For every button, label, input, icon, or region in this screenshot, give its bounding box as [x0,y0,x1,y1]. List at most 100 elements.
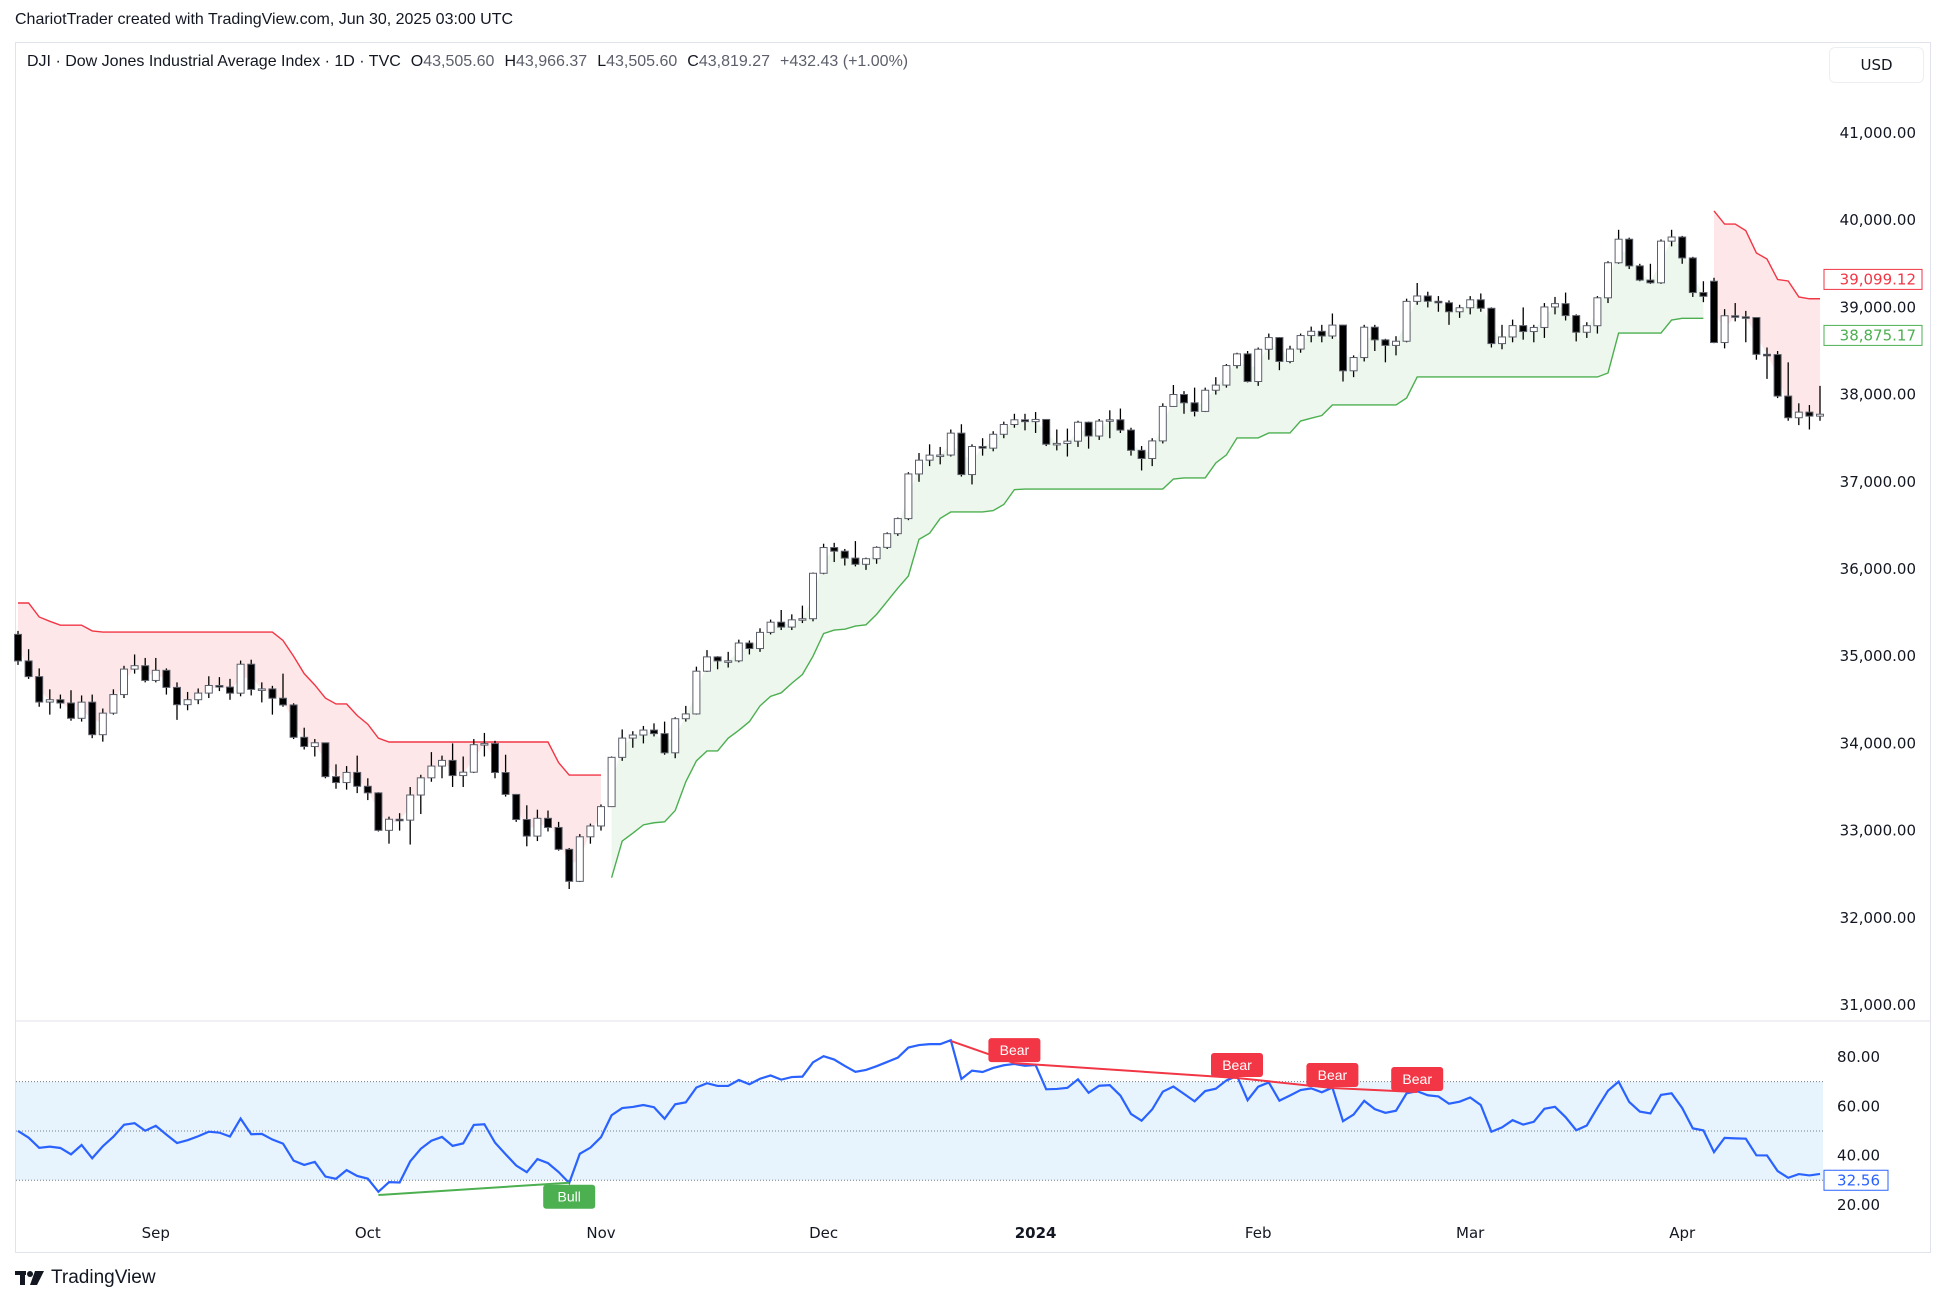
candle-body [469,744,478,773]
tradingview-logo[interactable]: TradingView [15,1267,156,1289]
candle-body [215,684,224,688]
candle [268,685,277,715]
candle [236,660,245,697]
candle [756,628,764,652]
candle [1169,385,1178,407]
candle [279,673,287,707]
candle [586,823,595,844]
candle-body [1572,315,1581,333]
candle [480,732,489,757]
candle-body [268,688,277,699]
candle [1402,298,1411,343]
candle-body [904,473,913,520]
candle [1434,296,1443,312]
time-axis-label: Nov [586,1224,615,1242]
supertrend-down-line [1713,210,1820,300]
time-axis-label: Mar [1456,1224,1485,1242]
candle [1317,324,1326,343]
candle [35,668,44,707]
candle-body [840,550,849,559]
candle-body [1604,262,1612,299]
price-tick-label: 36,000.00 [1840,560,1916,578]
price-tick-label: 32,000.00 [1840,909,1916,927]
candle [1233,352,1241,369]
candle-body [67,702,75,719]
candle-body [830,547,839,552]
candle-body [703,656,711,672]
candle [1201,387,1210,413]
candle [565,848,574,890]
time-axis-label: Apr [1669,1224,1696,1242]
candle-body [862,558,870,565]
candle-body [1752,317,1761,355]
open-label: O [410,53,424,70]
candle-body [1593,297,1602,327]
time-axis-label: Oct [355,1224,381,1242]
price-tick-label: 34,000.00 [1840,734,1916,752]
candle [1540,303,1549,338]
candle-body [1508,325,1517,338]
candle-body [1625,238,1634,267]
bear-label: Bear [1318,1067,1348,1083]
candle [1286,345,1294,364]
candle [1445,300,1453,325]
candle [1720,309,1729,349]
candle-body [1095,420,1104,437]
candle [1519,307,1528,340]
currency-button[interactable]: USD [1829,47,1924,83]
supertrend-up-line [610,317,1704,878]
candle-body [1180,394,1188,404]
bear-divergence-line [1014,1062,1238,1079]
candle [120,665,128,699]
candle-body [491,743,499,774]
candle-body [109,694,118,714]
candle-body [1190,402,1199,412]
candle-body [342,771,351,784]
supertrend_up-price-box [1823,324,1923,346]
candle-body [745,642,754,650]
candle-body [893,518,902,535]
price-tick-label: 35,000.00 [1840,647,1916,665]
candle [1339,324,1347,382]
candle [681,705,690,722]
candle-body [289,704,298,738]
candle [45,689,54,715]
candle-body [1731,315,1740,318]
candle [88,694,97,739]
close-label: C [687,53,699,70]
candle [777,609,786,631]
candle [1413,282,1422,305]
candle [787,614,796,631]
supertrend_down-price-box [1823,268,1923,290]
candle-body [448,759,457,777]
candle-body [1667,236,1676,242]
candle-body [978,445,987,449]
candle-body [1360,326,1369,359]
candle-body [872,546,881,560]
candle-body [310,742,319,748]
rsi-tick-label: 80.00 [1837,1048,1880,1066]
candle-body [565,848,574,882]
candle-body [194,692,203,701]
candle [427,752,436,782]
candle [226,678,234,700]
candle-body [88,701,97,736]
candle [1127,427,1135,456]
candle-body [1445,302,1453,313]
candle-body [1201,389,1210,412]
candle [353,755,362,794]
candle-body [1498,336,1506,345]
candle-body [1031,418,1040,423]
axis-layer: 41,000.00 40,000.00 39,000.00 38,000.00 37,0… [142,124,1923,1242]
candle-body [1339,324,1347,372]
bear-divergence-line [1332,1087,1418,1094]
bull-label-box [543,1184,596,1209]
candle-body [1635,265,1644,281]
candle-body [130,665,139,670]
candle-body [575,836,584,882]
candle [713,656,722,670]
candle [1211,377,1220,395]
candle [1551,296,1559,315]
candle-body [332,776,340,784]
